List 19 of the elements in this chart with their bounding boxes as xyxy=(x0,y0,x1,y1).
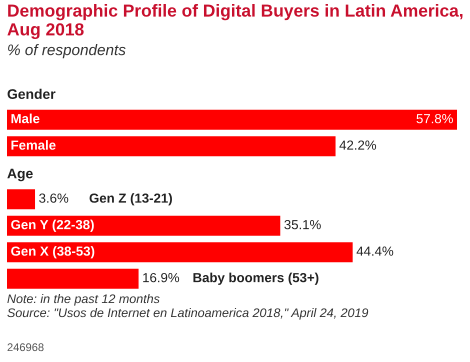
y-tick-label: Male xyxy=(11,114,40,124)
text: 246968 xyxy=(8,343,44,352)
chart-title: Demographic Profile of Digital Buyers in Latin America, Aug 2018 xyxy=(7,4,462,40)
chart-subtitle: % of respondents xyxy=(8,44,126,58)
data-label: 35.1% xyxy=(284,220,321,230)
annotation: Age xyxy=(7,168,33,182)
data-label: 57.8% xyxy=(416,114,453,124)
y-tick-label: Female xyxy=(11,140,56,150)
annotation: Gender xyxy=(8,88,56,99)
annotation: Note: in the past 12 months xyxy=(7,294,160,306)
y-tick-label: Gen Y (22-38) xyxy=(11,220,94,232)
data-label: 16.9% xyxy=(143,272,180,282)
y-tick-label: Gen X (38-53) xyxy=(11,246,94,258)
source-note: Source: "Usos de Internet en Latinoamerica 2018," April 24, 2019 xyxy=(7,308,368,320)
data-label: 44.4% xyxy=(356,246,394,256)
data-label: 42.2% xyxy=(339,140,376,150)
y-tick-label: Baby boomers (53+) xyxy=(193,272,318,285)
data-label: 3.6% xyxy=(39,193,68,203)
y-tick-label: Gen Z (13-21) xyxy=(90,193,172,206)
